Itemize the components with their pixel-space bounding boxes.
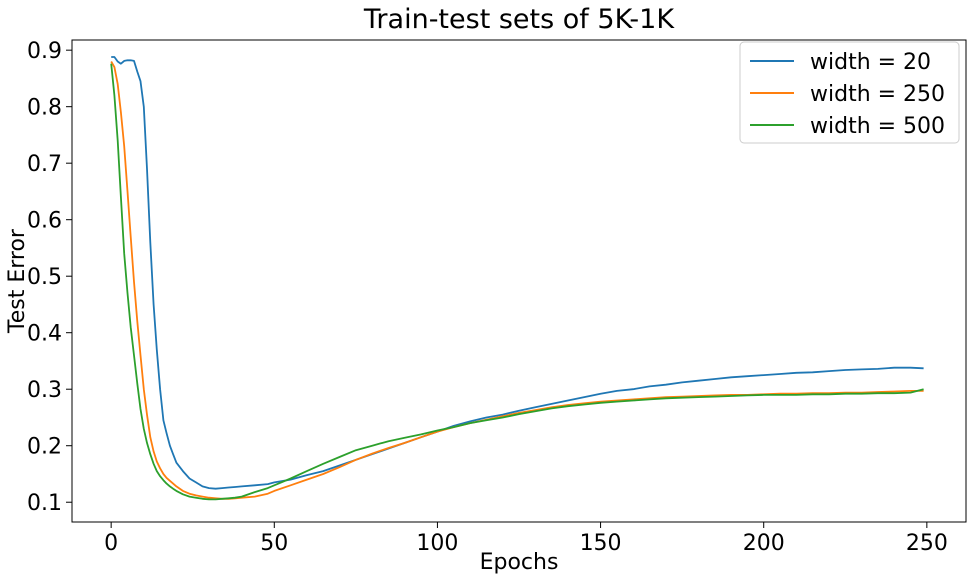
y-tick-label: 0.6: [27, 209, 62, 234]
y-tick-label: 0.2: [27, 435, 62, 460]
y-axis-label: Test Error: [5, 228, 30, 334]
chart-title: Train-test sets of 5K-1K: [363, 4, 675, 35]
legend-label: width = 250: [810, 82, 945, 107]
plot-frame: [71, 39, 967, 523]
x-axis: 0 50 100 150 200 250: [104, 522, 948, 556]
x-tick-label: 50: [260, 531, 288, 556]
legend-box: [739, 41, 960, 144]
y-tick-label: 0.3: [27, 378, 62, 403]
y-tick-label: 0.8: [27, 96, 62, 121]
y-axis: 0.1 0.2 0.3 0.4 0.5 0.6 0.7 0.8 0.9: [27, 39, 72, 516]
y-tick-label: 0.1: [27, 491, 62, 516]
x-tick-label: 0: [104, 531, 118, 556]
series-line-0: [111, 56, 924, 490]
series-line-2: [110, 63, 924, 501]
legend: width = 20 width = 250 width = 500: [739, 41, 960, 144]
series-lines: [110, 56, 924, 501]
y-tick-label: 0.5: [27, 265, 62, 290]
x-axis-label: Epochs: [480, 550, 559, 575]
y-tick-label: 0.9: [27, 39, 62, 64]
y-tick-label: 0.7: [27, 152, 62, 177]
series-line-1: [110, 61, 924, 500]
legend-label: width = 20: [810, 50, 931, 75]
legend-label: width = 500: [810, 114, 945, 139]
x-tick-label: 200: [743, 531, 785, 556]
x-tick-label: 150: [580, 531, 622, 556]
x-tick-label: 250: [906, 531, 948, 556]
x-tick-label: 100: [416, 531, 458, 556]
y-tick-label: 0.4: [27, 322, 62, 347]
